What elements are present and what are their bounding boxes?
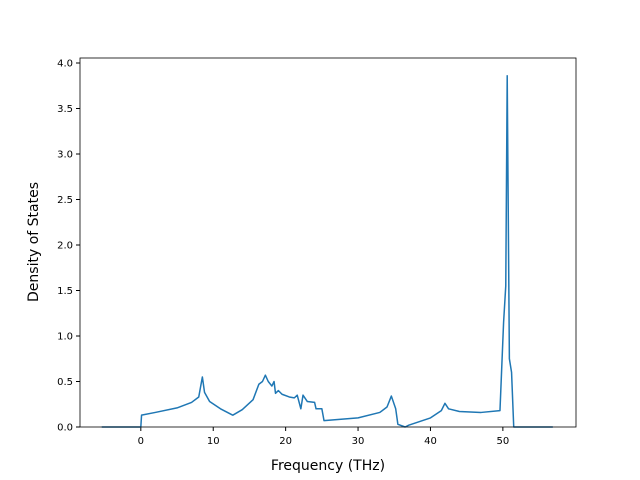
y-tick-label: 1.0 <box>57 332 73 343</box>
plot-frame <box>79 57 577 428</box>
y-tick-label: 4.0 <box>57 59 73 70</box>
x-tick-label: 30 <box>352 436 365 447</box>
y-tick-label: 0.5 <box>57 377 73 388</box>
x-axis-label: Frequency (THz) <box>271 458 385 474</box>
y-tick-label: 1.5 <box>57 286 73 297</box>
x-tick-label: 20 <box>279 436 292 447</box>
x-tick-label: 50 <box>496 436 509 447</box>
x-tick-label: 10 <box>207 436 220 447</box>
x-tick-label: 0 <box>138 436 144 447</box>
y-tick-label: 0.0 <box>57 423 73 434</box>
line <box>101 74 553 428</box>
y-tick-label: 2.0 <box>57 241 73 252</box>
y-tick-label: 3.5 <box>57 104 73 115</box>
x-tick-label: 40 <box>424 436 437 447</box>
y-tick-label: 2.5 <box>57 195 73 206</box>
y-tick-label: 3.0 <box>57 150 73 161</box>
y-axis-label: Density of States <box>26 182 42 302</box>
